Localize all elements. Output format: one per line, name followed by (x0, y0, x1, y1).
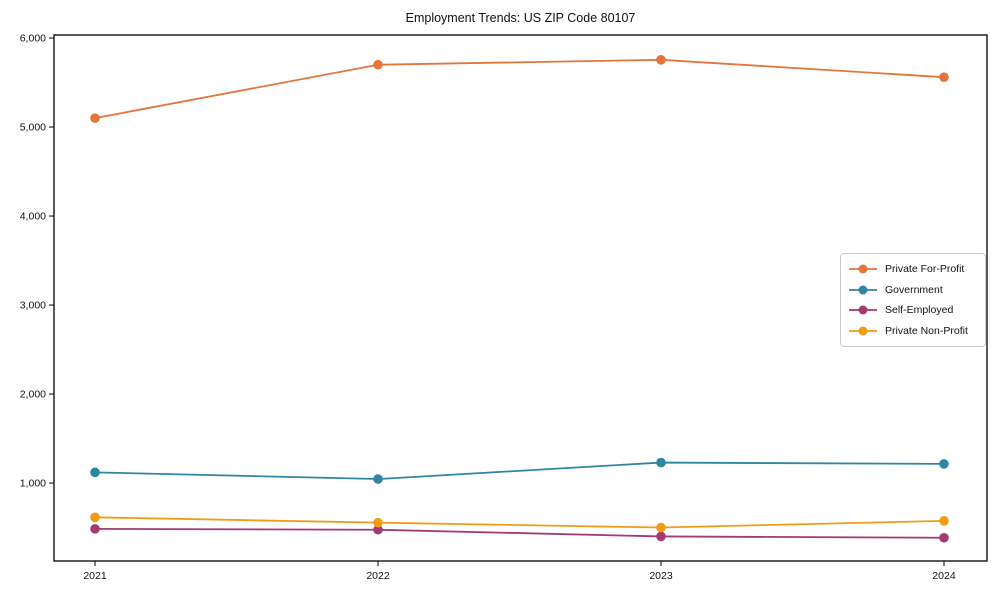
y-tick-label: 4,000 (20, 211, 46, 223)
legend-label: Private Non-Profit (885, 324, 968, 337)
legend-item: Private For-Profit (848, 260, 978, 278)
legend-marker-icon (849, 264, 877, 274)
data-point (939, 72, 949, 82)
x-tick-label: 2023 (649, 570, 673, 582)
legend: Private For-Profit Government Self-Employe… (840, 253, 986, 347)
series-line-private-non-profit (95, 516, 945, 529)
data-point (90, 512, 100, 523)
data-point (939, 532, 949, 543)
data-point (373, 517, 383, 528)
data-point (90, 524, 100, 534)
x-tick-label: 2024 (932, 570, 956, 582)
data-point (373, 474, 383, 484)
legend-item: Private Non-Profit (848, 322, 978, 340)
legend-label: Government (885, 283, 943, 296)
y-tick-label: 1,000 (20, 478, 46, 490)
data-point (90, 467, 100, 478)
plot-border (53, 34, 988, 562)
y-tick-label: 6,000 (20, 33, 46, 45)
data-point (656, 457, 666, 468)
legend-item: Self-Employed (848, 301, 978, 319)
legend-label: Private For-Profit (885, 263, 965, 276)
legend-label: Self-Employed (885, 304, 954, 317)
data-point (939, 459, 949, 469)
data-point (656, 55, 666, 65)
series-line-self-employed (95, 527, 944, 539)
x-tick-label: 2021 (83, 570, 107, 582)
data-point (373, 524, 383, 535)
legend-marker-icon (849, 326, 877, 336)
data-point (656, 531, 666, 542)
series-line-government (95, 461, 944, 480)
data-point (656, 522, 666, 533)
y-tick-label: 3,000 (20, 300, 46, 312)
series-line-private-for-profit (94, 58, 945, 120)
legend-marker-icon (849, 285, 877, 295)
legend-marker-icon (849, 305, 877, 315)
data-point (90, 113, 100, 123)
data-point (939, 516, 949, 526)
data-point (373, 59, 383, 70)
chart-title: Employment Trends: US ZIP Code 80107 (405, 11, 636, 25)
x-tick-label: 2022 (366, 570, 390, 582)
y-tick-label: 2,000 (20, 389, 46, 401)
legend-item: Government (848, 281, 978, 299)
y-tick-label: 5,000 (20, 122, 46, 134)
